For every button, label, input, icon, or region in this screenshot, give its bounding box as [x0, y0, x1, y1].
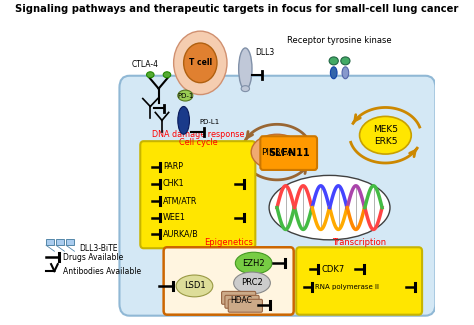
Ellipse shape	[178, 90, 193, 101]
Text: Transcription: Transcription	[332, 238, 386, 247]
Ellipse shape	[341, 57, 350, 65]
Ellipse shape	[269, 176, 390, 240]
Text: HDAC: HDAC	[230, 296, 252, 305]
Ellipse shape	[342, 67, 349, 79]
Ellipse shape	[176, 275, 213, 297]
FancyBboxPatch shape	[66, 239, 74, 245]
Ellipse shape	[163, 72, 171, 78]
Text: Antibodies Available: Antibodies Available	[63, 266, 141, 276]
Text: EZH2: EZH2	[242, 259, 265, 267]
Text: SLFN11: SLFN11	[268, 148, 310, 158]
Text: DLL3: DLL3	[255, 48, 274, 58]
Text: DLL3-BiTE: DLL3-BiTE	[80, 244, 118, 253]
Text: PARP: PARP	[163, 162, 183, 172]
Ellipse shape	[235, 252, 272, 274]
Text: PD-1: PD-1	[177, 93, 193, 98]
FancyBboxPatch shape	[56, 239, 64, 245]
Text: WEE1: WEE1	[163, 213, 186, 222]
Text: AURKA/B: AURKA/B	[163, 230, 199, 239]
Text: Drugs Available: Drugs Available	[63, 253, 123, 262]
Text: CTLA-4: CTLA-4	[132, 60, 159, 69]
Text: T cell: T cell	[189, 58, 212, 67]
Text: PD-L1: PD-L1	[200, 119, 220, 125]
Circle shape	[173, 31, 227, 95]
Text: ATM/ATR: ATM/ATR	[163, 196, 197, 205]
Circle shape	[183, 43, 217, 83]
Text: CDK7: CDK7	[321, 265, 345, 274]
Text: LSD1: LSD1	[183, 281, 205, 291]
Ellipse shape	[360, 116, 411, 154]
Ellipse shape	[239, 48, 252, 90]
Text: RNA polymerase II: RNA polymerase II	[315, 284, 379, 290]
Ellipse shape	[241, 86, 249, 92]
Text: PIK3CA: PIK3CA	[261, 148, 293, 157]
FancyBboxPatch shape	[221, 292, 256, 304]
Ellipse shape	[234, 272, 270, 294]
Text: Signaling pathways and therapeutic targets in focus for small-cell lung cancer: Signaling pathways and therapeutic targe…	[15, 4, 459, 14]
Text: Cell cycle: Cell cycle	[179, 138, 217, 147]
FancyBboxPatch shape	[228, 299, 263, 312]
Text: CHK1: CHK1	[163, 179, 184, 188]
Ellipse shape	[329, 57, 338, 65]
FancyBboxPatch shape	[225, 295, 259, 308]
FancyBboxPatch shape	[260, 136, 317, 170]
Text: PRC2: PRC2	[241, 279, 263, 287]
FancyBboxPatch shape	[164, 247, 294, 315]
FancyBboxPatch shape	[140, 141, 255, 248]
Ellipse shape	[178, 107, 190, 134]
Text: MEK5
ERK5: MEK5 ERK5	[373, 125, 398, 146]
Ellipse shape	[251, 134, 303, 170]
FancyBboxPatch shape	[46, 239, 55, 245]
Text: Epigenetics: Epigenetics	[204, 238, 253, 247]
FancyBboxPatch shape	[296, 247, 422, 315]
FancyBboxPatch shape	[119, 76, 436, 316]
Text: DNA damage response: DNA damage response	[152, 130, 244, 139]
Ellipse shape	[330, 67, 337, 79]
Ellipse shape	[146, 72, 154, 78]
Text: Receptor tyrosine kinase: Receptor tyrosine kinase	[287, 36, 392, 45]
